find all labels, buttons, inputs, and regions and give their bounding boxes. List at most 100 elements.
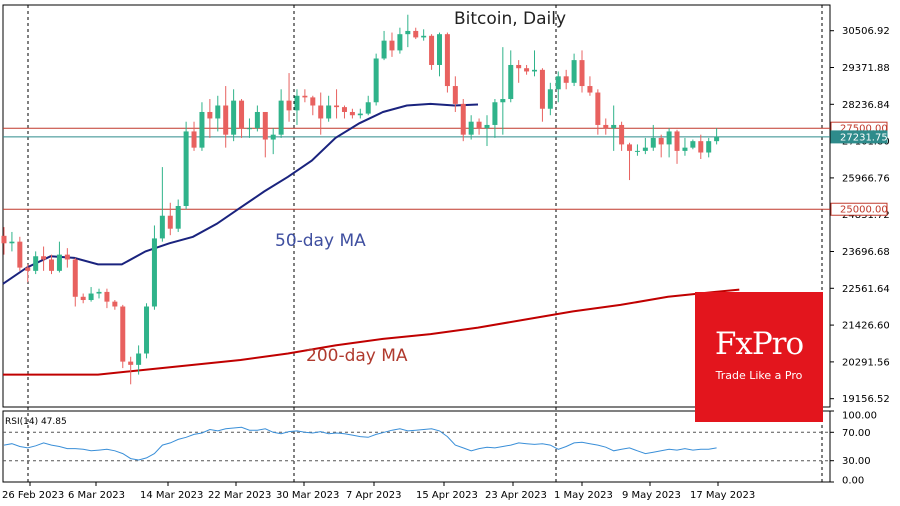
time-tick-label: 9 May 2023 [622,490,681,501]
candle [17,236,23,271]
candle [444,32,450,93]
candle-body [603,124,609,129]
candle [516,60,522,83]
candle-body [223,105,229,135]
candle [302,89,308,103]
candle-body [452,86,458,104]
candle-body [492,102,498,125]
candle [215,95,221,132]
candle [484,115,490,147]
candle-body [96,291,102,294]
level-tag-label: 27500.00 [840,124,888,135]
candle [634,144,640,156]
time-tick-label: 1 May 2023 [554,490,613,501]
logo-tagline: Trade Like a Pro [715,369,803,382]
candle-body [516,64,522,69]
candle-body [539,69,545,109]
candle [539,68,545,122]
candle [231,89,237,142]
candle-body [33,256,39,271]
candle [9,231,15,252]
candle [1,227,7,255]
time-axis: 26 Feb 2023 6 Mar 2023 14 Mar 2023 22 Mar 2… [2,482,755,501]
candle-body [9,241,15,244]
candle [627,142,633,181]
candle [326,95,332,122]
candle [112,300,118,310]
candle-body [25,267,31,271]
rsi-tick-label: 30.00 [842,456,871,467]
candle [405,14,411,48]
candlesticks [1,14,720,385]
candle-body [706,141,712,153]
candle [436,32,442,77]
candle-body [136,353,142,365]
candle-body [262,111,268,140]
candle [262,111,268,158]
candle-body [690,141,696,148]
candle [207,99,213,138]
rsi-tick-label: 70.00 [842,428,871,439]
candle [25,264,31,283]
time-tick-label: 26 Feb 2023 [2,490,64,501]
candle [41,246,47,271]
level-tag: 25000.00 [830,202,888,216]
candle-body [207,111,213,119]
candle-body [112,301,118,307]
candle-body [532,69,538,72]
candle [183,121,189,210]
candle-body [246,128,252,130]
candle [88,287,94,302]
candle [286,73,292,122]
rsi-tick-label: 100.00 [842,411,877,422]
candle [500,47,506,135]
candle [294,89,300,125]
candle [460,99,466,142]
candle [587,76,593,96]
candle [270,128,276,155]
candle-body [619,124,625,145]
candle-body [658,137,664,145]
candle-body [231,100,237,135]
candle-body [191,131,197,148]
candle [690,139,696,150]
candle-body [144,306,150,354]
candle [666,128,672,158]
candle [175,199,181,232]
candle [144,303,150,359]
candle [191,121,197,151]
candle [64,248,70,268]
candle-body [215,105,221,119]
candle-body [56,254,62,271]
candle-body [555,76,561,90]
candle [104,288,110,309]
candle [349,108,355,119]
candle-body [500,99,506,103]
candle-body [579,60,585,87]
rsi-label: RSI(14) 47.85 [5,417,67,427]
candle-body [484,124,490,129]
candle-body [326,105,332,119]
candle-body [444,34,450,87]
candle-body [714,136,720,142]
rsi-tick-label: 0.00 [842,476,864,487]
candle-body [373,58,379,103]
candle-body [674,131,680,151]
candle [389,32,395,57]
candle-body [389,40,395,51]
candle-body [286,100,292,111]
candle [421,29,427,41]
chart-title: Bitcoin, Daily [454,9,566,29]
rsi-line [3,426,717,461]
candle-body [175,206,181,229]
level-tag-box [830,130,888,144]
logo-brand: FxPro [714,326,804,362]
moving-average-lines [2,102,740,376]
candle-body [563,76,569,83]
candle-body [397,34,403,51]
candle [80,293,86,304]
candle [682,137,688,156]
time-tick-label: 22 Mar 2023 [208,490,271,501]
candle-body [634,150,640,152]
candle-body [318,105,324,119]
